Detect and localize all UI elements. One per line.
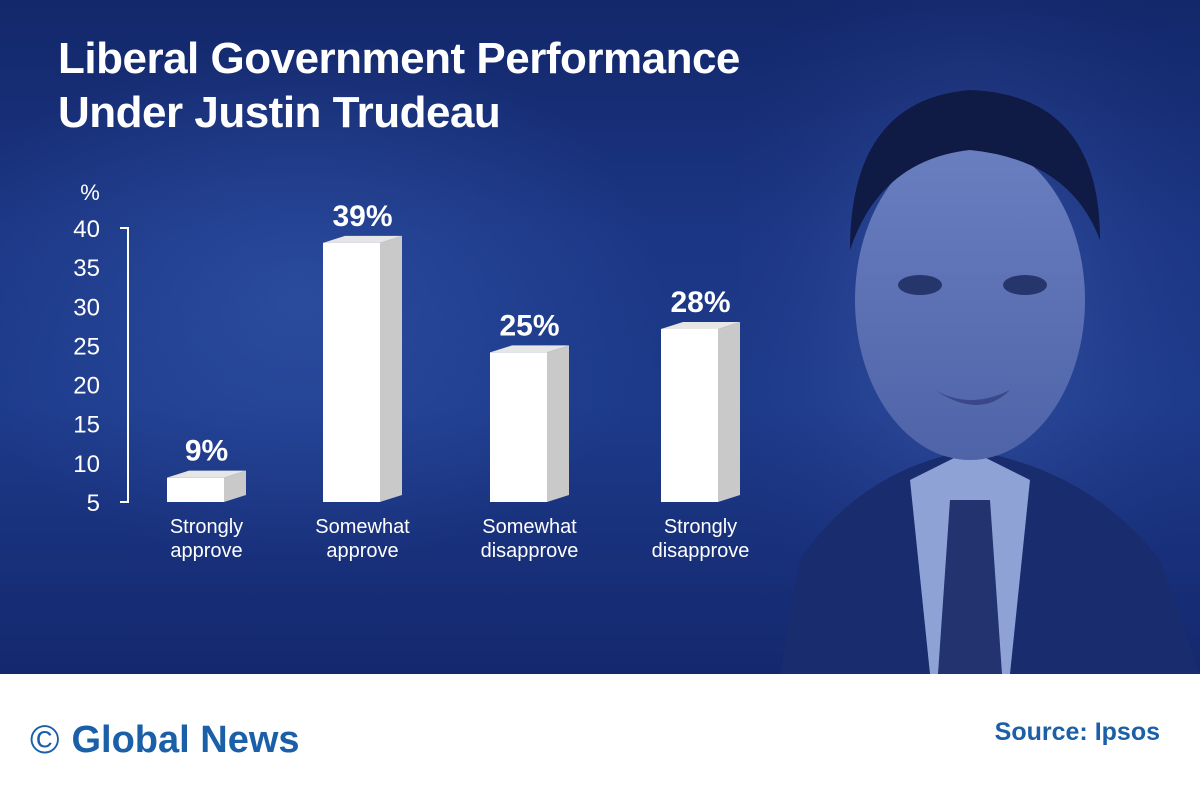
bar — [323, 242, 380, 503]
y-tick-label: 40 — [73, 216, 100, 243]
source-credit: Source: Ipsos — [994, 718, 1160, 746]
x-category-label: Somewhat — [315, 516, 410, 538]
chart-title-line-2: Under Justin Trudeau — [58, 88, 501, 137]
x-category-label: Somewhat — [482, 516, 577, 538]
brand-name: Global News — [71, 719, 300, 761]
x-category-label: Strongly — [664, 516, 737, 538]
bar-side — [224, 470, 246, 502]
x-category-label: approve — [326, 540, 398, 562]
y-tick-label: 10 — [73, 451, 100, 478]
y-tick-label: 30 — [73, 294, 100, 321]
y-axis-unit-label: % — [80, 180, 100, 205]
portrait-photo — [740, 0, 1200, 674]
global-news-logo: © Global News — [30, 718, 300, 762]
bar — [490, 352, 547, 502]
bar-value-label: 9% — [185, 435, 228, 468]
bar-value-label: 39% — [332, 200, 392, 233]
bar-value-label: 25% — [499, 309, 559, 342]
bar-top — [661, 321, 740, 329]
y-tick-label: 15 — [73, 412, 100, 439]
footer: © Global News Source: Ipsos — [0, 674, 1200, 793]
bar — [167, 477, 224, 502]
bar-top — [167, 470, 246, 478]
x-category-label: disapprove — [481, 540, 579, 562]
x-category-label: disapprove — [652, 540, 750, 562]
bar-top — [490, 345, 569, 353]
chart-title: Liberal Government Performance Under Jus… — [58, 32, 858, 140]
y-tick-label: 5 — [87, 490, 100, 517]
x-category-label: Strongly — [170, 516, 243, 538]
y-tick-label: 35 — [73, 255, 100, 282]
chart-graphic: Liberal Government Performance Under Jus… — [0, 0, 1200, 674]
y-tick-label: 20 — [73, 373, 100, 400]
bar-value-label: 28% — [670, 286, 730, 319]
y-axis-line — [120, 227, 129, 503]
bar — [661, 328, 718, 502]
bar-side — [547, 345, 569, 502]
bar-top — [323, 235, 402, 243]
x-category-label: approve — [170, 540, 242, 562]
chart-title-line-1: Liberal Government Performance — [58, 34, 740, 83]
bar-side — [718, 321, 740, 502]
copyright-icon: © — [30, 718, 60, 762]
bar-side — [380, 235, 402, 503]
y-tick-label: 25 — [73, 333, 100, 360]
bar-chart: %5101520253035409%Stronglyapprove39%Some… — [73, 180, 750, 562]
